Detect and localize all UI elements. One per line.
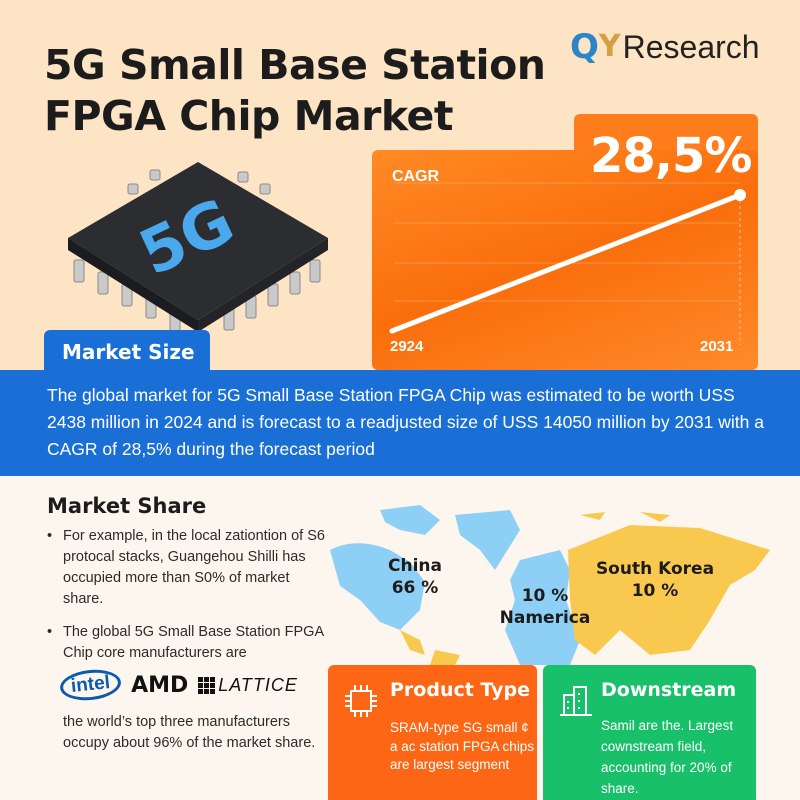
title-line-1: 5G Small Base Station	[44, 41, 546, 89]
lattice-grid-icon	[198, 676, 216, 694]
building-icon	[560, 686, 592, 716]
market-size-tab-label: Market Size	[62, 340, 195, 364]
market-size-tab: Market Size	[44, 330, 210, 374]
product-type-body: SRAM-type SG small ¢ a ac station FPGA c…	[390, 720, 535, 772]
cagr-label: CAGR	[392, 168, 440, 185]
downstream-card: Downstream Samil are the. Largest cownst…	[543, 665, 756, 800]
intel-logo: intel	[58, 666, 123, 704]
downstream-body: Samil are the. Largest cownstream field,…	[601, 718, 734, 796]
qyresearch-logo: Q Y Research	[570, 30, 760, 64]
logo-y: Y	[598, 29, 621, 64]
logo-q: Q	[570, 27, 599, 67]
market-size-band: The global market for 5G Small Base Stat…	[0, 370, 800, 476]
5g-chip-icon: 5G	[68, 162, 328, 333]
market-share-tail: the world’s top three manufacturers occu…	[63, 714, 316, 751]
market-share-bullet: • The global 5G Small Base Station FPGA …	[47, 624, 324, 661]
map-label-china: China 66 %	[388, 556, 442, 598]
world-map	[330, 505, 770, 665]
bullet-dot-icon: •	[47, 528, 53, 544]
cagr-card	[372, 150, 758, 370]
manufacturer-logos: intel AMD LATTICE	[58, 666, 298, 704]
product-type-card: Product Type SRAM-type SG small ¢ a ac s…	[328, 665, 537, 800]
product-type-title: Product Type	[390, 679, 531, 701]
market-size-description: The global market for 5G Small Base Stat…	[47, 385, 764, 459]
cagr-line-chart	[389, 182, 746, 345]
market-share-heading: Market Share	[47, 494, 207, 518]
amd-logo: AMD	[131, 672, 189, 698]
map-label-namerica: 10 % Namerica	[499, 586, 591, 628]
title-line-2: FPGA Chip Market	[44, 92, 453, 140]
market-share-bullet: • For example, in the local zationtion o…	[47, 528, 325, 607]
cagr-start-year: 2924	[390, 338, 424, 355]
lattice-logo: LATTICE	[198, 675, 298, 696]
page-title: 5G Small Base Station FPGA Chip Market	[44, 40, 546, 142]
cagr-value: 28,5%	[590, 128, 753, 184]
map-label-south-korea: South Korea 10 %	[595, 559, 715, 601]
logo-text: Research	[622, 29, 760, 65]
bullet-dot-icon: •	[47, 624, 53, 640]
downstream-title: Downstream	[601, 679, 737, 701]
chip-icon	[345, 685, 377, 717]
cagr-end-year: 2031	[700, 338, 734, 355]
